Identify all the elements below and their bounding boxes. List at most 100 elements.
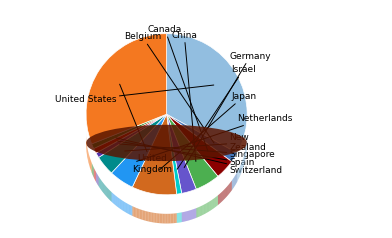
Polygon shape xyxy=(199,207,200,217)
Polygon shape xyxy=(140,209,141,219)
Polygon shape xyxy=(240,162,242,177)
Polygon shape xyxy=(107,188,108,198)
Polygon shape xyxy=(207,202,208,213)
Polygon shape xyxy=(210,201,211,211)
Polygon shape xyxy=(105,185,106,196)
Polygon shape xyxy=(158,213,160,223)
Wedge shape xyxy=(167,114,196,193)
Polygon shape xyxy=(120,199,121,209)
Polygon shape xyxy=(209,201,210,211)
Polygon shape xyxy=(211,200,212,210)
Polygon shape xyxy=(149,212,150,222)
Polygon shape xyxy=(106,187,107,197)
Polygon shape xyxy=(196,208,197,218)
Polygon shape xyxy=(152,213,153,222)
Polygon shape xyxy=(119,198,120,208)
Text: United
Kingdom: United Kingdom xyxy=(120,84,172,174)
Polygon shape xyxy=(182,212,183,222)
Polygon shape xyxy=(131,206,132,216)
Polygon shape xyxy=(204,204,205,214)
Text: Netherlands: Netherlands xyxy=(137,114,293,161)
Polygon shape xyxy=(124,202,125,212)
Polygon shape xyxy=(175,213,177,223)
Polygon shape xyxy=(90,158,92,173)
Polygon shape xyxy=(89,153,90,168)
Text: China: China xyxy=(171,31,197,161)
Polygon shape xyxy=(138,209,140,219)
Wedge shape xyxy=(92,114,167,149)
Polygon shape xyxy=(110,191,111,201)
Polygon shape xyxy=(191,210,192,220)
Polygon shape xyxy=(192,209,193,219)
Polygon shape xyxy=(220,193,221,203)
Wedge shape xyxy=(167,114,232,176)
Polygon shape xyxy=(227,186,228,196)
Wedge shape xyxy=(96,114,167,157)
Polygon shape xyxy=(104,184,105,194)
Polygon shape xyxy=(164,214,166,223)
Polygon shape xyxy=(116,196,117,206)
Polygon shape xyxy=(230,182,231,192)
Polygon shape xyxy=(212,199,213,209)
Polygon shape xyxy=(147,211,149,222)
Text: United States: United States xyxy=(55,85,214,104)
Polygon shape xyxy=(221,192,222,202)
Polygon shape xyxy=(135,208,137,218)
Polygon shape xyxy=(185,212,186,221)
Polygon shape xyxy=(242,156,244,171)
Polygon shape xyxy=(132,206,134,217)
Polygon shape xyxy=(174,213,175,223)
Polygon shape xyxy=(126,203,127,213)
Text: Singapore: Singapore xyxy=(120,144,275,159)
Polygon shape xyxy=(228,184,229,195)
Polygon shape xyxy=(201,206,202,216)
Polygon shape xyxy=(200,206,201,216)
Polygon shape xyxy=(224,189,225,199)
Text: Switzerland: Switzerland xyxy=(116,138,283,175)
Polygon shape xyxy=(205,204,206,214)
Polygon shape xyxy=(161,214,163,223)
Text: Belgium: Belgium xyxy=(124,32,214,143)
Polygon shape xyxy=(198,207,199,217)
Wedge shape xyxy=(132,114,177,195)
Polygon shape xyxy=(246,139,247,155)
Polygon shape xyxy=(187,211,188,221)
Polygon shape xyxy=(100,179,101,190)
Text: Israel: Israel xyxy=(177,65,256,169)
Polygon shape xyxy=(167,214,169,223)
Ellipse shape xyxy=(86,125,247,161)
Polygon shape xyxy=(125,203,126,213)
Polygon shape xyxy=(121,200,122,210)
Text: Germany: Germany xyxy=(184,52,271,168)
Polygon shape xyxy=(214,198,215,208)
Polygon shape xyxy=(129,205,130,215)
Polygon shape xyxy=(127,203,128,213)
Polygon shape xyxy=(160,213,161,223)
Wedge shape xyxy=(167,114,182,194)
Polygon shape xyxy=(166,214,167,223)
Polygon shape xyxy=(215,197,216,207)
Polygon shape xyxy=(122,201,123,211)
Wedge shape xyxy=(94,114,167,153)
Polygon shape xyxy=(163,214,164,223)
Polygon shape xyxy=(195,208,196,218)
Wedge shape xyxy=(167,114,237,162)
Polygon shape xyxy=(108,188,109,199)
Polygon shape xyxy=(153,213,155,223)
Polygon shape xyxy=(109,190,110,200)
Text: Canada: Canada xyxy=(148,25,208,151)
Polygon shape xyxy=(115,195,116,206)
Polygon shape xyxy=(216,196,217,207)
Wedge shape xyxy=(167,34,247,153)
Polygon shape xyxy=(222,191,223,201)
Polygon shape xyxy=(87,147,89,162)
Polygon shape xyxy=(229,183,230,194)
Polygon shape xyxy=(145,211,147,221)
Polygon shape xyxy=(103,183,104,193)
Polygon shape xyxy=(219,194,220,204)
Polygon shape xyxy=(245,145,246,160)
Polygon shape xyxy=(188,211,189,221)
Polygon shape xyxy=(128,204,129,214)
Polygon shape xyxy=(172,213,174,223)
Polygon shape xyxy=(208,202,209,212)
